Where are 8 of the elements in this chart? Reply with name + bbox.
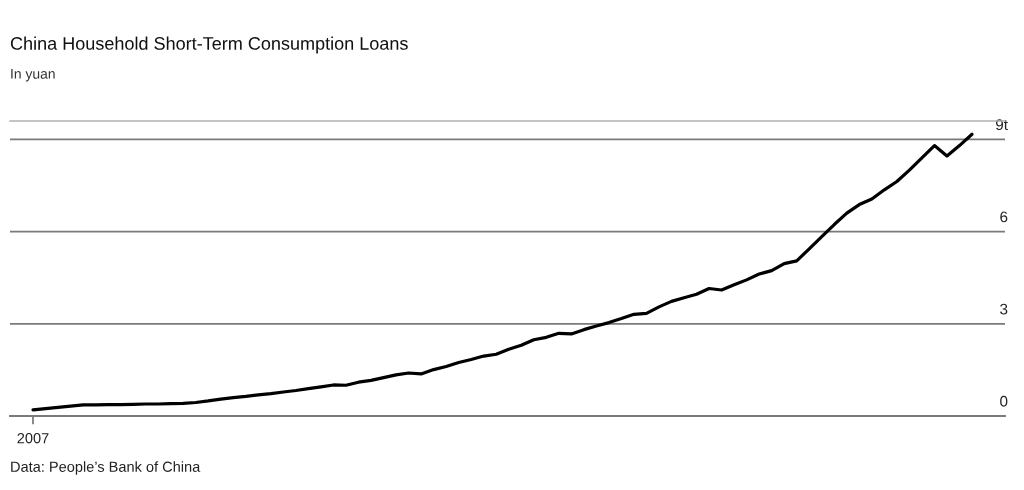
y-tick-label: 3 bbox=[1000, 303, 1008, 315]
y-tick-label: 9t bbox=[995, 119, 1008, 131]
y-tick-label: 0 bbox=[1000, 395, 1008, 407]
text: Data: People’s Bank of China bbox=[11, 461, 201, 475]
chart-subtitle: In yuan bbox=[11, 69, 55, 82]
x-tick-label: 2007 bbox=[17, 433, 49, 444]
chart-title: China Household Short-Term Consumption Loans bbox=[10, 36, 408, 54]
y-tick-label: 6 bbox=[1000, 211, 1008, 223]
